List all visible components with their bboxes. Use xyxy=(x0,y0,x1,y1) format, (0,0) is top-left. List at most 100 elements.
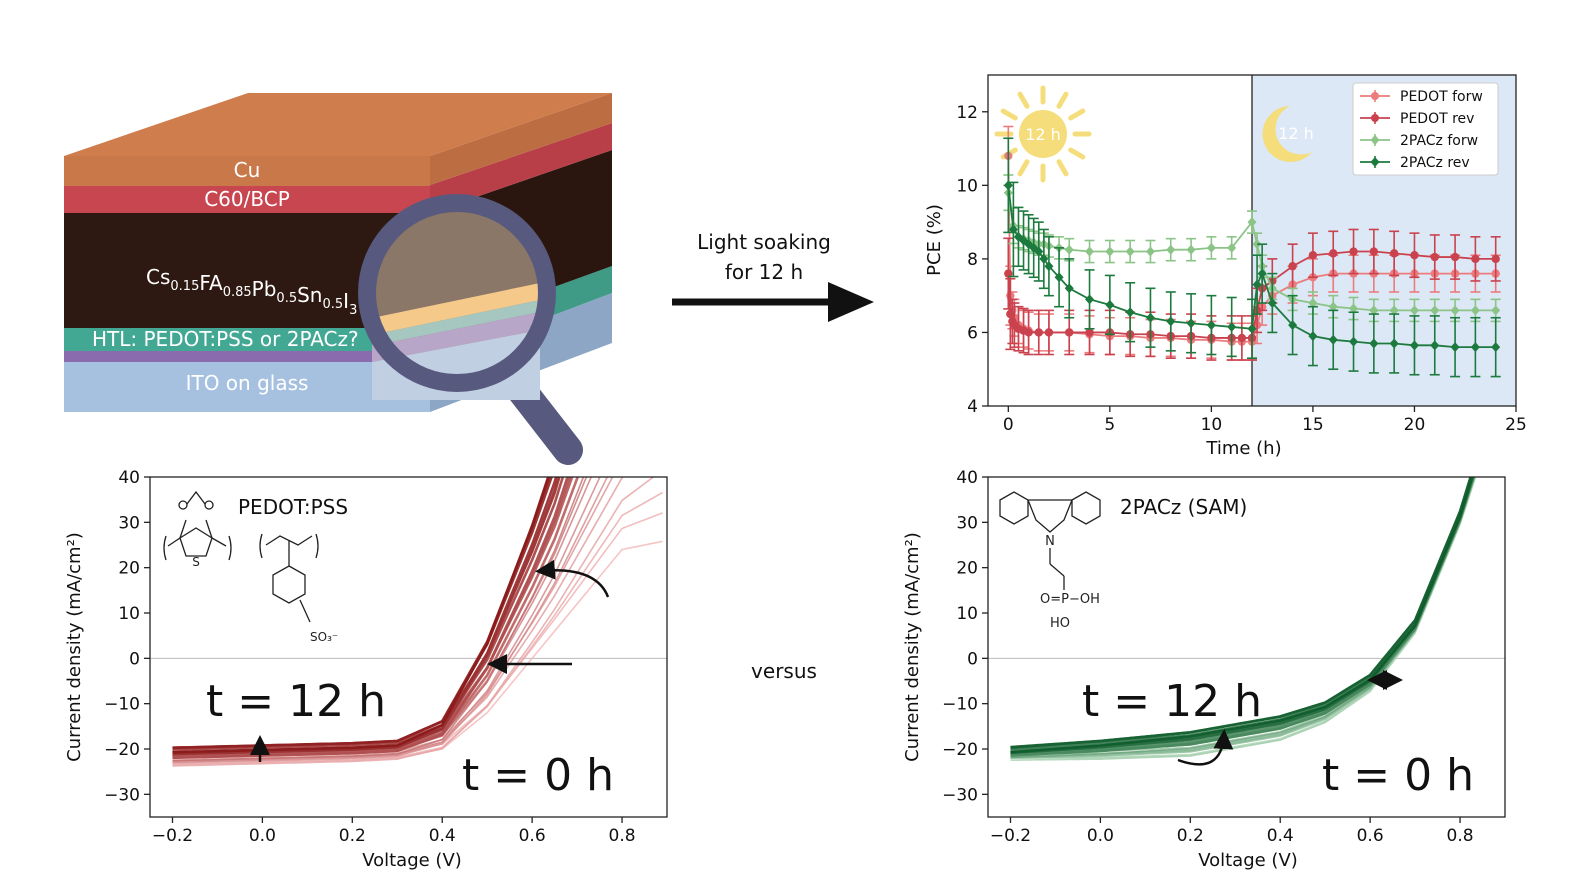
pce-point xyxy=(1206,242,1216,253)
legend-label: 2PACz forw xyxy=(1400,133,1478,149)
moon-label: 12 h xyxy=(1278,124,1314,143)
jvr-jv-curve xyxy=(1010,477,1474,754)
pce-point xyxy=(1409,305,1419,316)
pce-point xyxy=(1024,328,1033,337)
jvl-ytick-label: 30 xyxy=(118,513,140,533)
pce-point xyxy=(1166,316,1176,327)
jvr-jv-curve xyxy=(1010,477,1477,761)
jvl-jv-curve xyxy=(172,477,601,763)
pce-point xyxy=(1145,246,1155,257)
pce-point xyxy=(1252,279,1262,290)
pce-xtick-label: 5 xyxy=(1104,415,1115,435)
pce-point xyxy=(1389,305,1399,316)
pce-point xyxy=(1186,318,1196,329)
pce-point xyxy=(1470,342,1480,353)
jvl-jv-curve xyxy=(172,477,569,760)
curved-arrow-icon xyxy=(1177,729,1234,766)
pce-point xyxy=(1369,305,1379,316)
sun-icon xyxy=(994,85,1092,183)
jv-right-t12: t = 12 h xyxy=(1082,676,1262,727)
pce-point xyxy=(1085,328,1094,337)
device-stack: Cu C60/BCP Cs0.15FA0.85Pb0.5Sn0.5I3 HTL:… xyxy=(64,93,612,465)
pce-point xyxy=(1471,254,1480,264)
jvl-ytick-label: −10 xyxy=(104,695,140,715)
sun-ray xyxy=(1017,159,1030,177)
sun-label: 12 h xyxy=(1025,125,1061,144)
pce-series-3 xyxy=(1003,137,1501,378)
pce-point xyxy=(1288,320,1298,331)
pce-point xyxy=(1450,252,1460,262)
pce-point xyxy=(1349,247,1358,256)
pce-point xyxy=(1308,251,1318,260)
pce-ytick-label: 12 xyxy=(956,103,978,123)
jvl-xtick-label: 0.6 xyxy=(519,826,546,846)
2pacz-p-label: O=P−OH xyxy=(1040,592,1100,607)
sun-ray xyxy=(1000,108,1018,121)
jvl-jv-curve xyxy=(172,491,663,766)
pce-point xyxy=(1267,298,1277,309)
jv-chart-2pacz: −0.2 0.0 0.2 0.4 0.6 0.8 −30 −20 −10 0 10 20 30 40 N … xyxy=(902,468,1506,871)
jvr-xtick-label: 0.4 xyxy=(1267,826,1294,846)
pce-xlabel: Time (h) xyxy=(1205,438,1281,459)
jv-right-xlabel: Voltage (V) xyxy=(1198,850,1298,871)
legend-marker xyxy=(1371,114,1379,122)
pce-point xyxy=(1409,340,1419,351)
pce-point xyxy=(1308,298,1318,309)
pce-point xyxy=(1008,224,1018,235)
pce-point xyxy=(1166,244,1176,255)
jv-right-t0: t = 0 h xyxy=(1322,750,1474,801)
pce-point xyxy=(1328,301,1338,312)
sun-ray xyxy=(1068,147,1086,160)
pce-point xyxy=(1491,305,1501,316)
magnifier-icon xyxy=(358,194,583,465)
pce-point xyxy=(1430,252,1439,262)
pce-point xyxy=(1369,338,1379,349)
pce-point xyxy=(1105,246,1115,257)
arrow-label-line1: Light soaking xyxy=(697,230,831,254)
jvl-xtick-label: 0.8 xyxy=(609,826,636,846)
jv-chart-pedot: −0.2 0.0 0.2 0.4 0.6 0.8 −30 −20 −10 0 10 20 30 40 S … xyxy=(64,468,668,871)
jvl-jv-curve xyxy=(172,477,655,767)
jvl-ytick-label: 20 xyxy=(118,559,140,579)
pce-ytick-label: 10 xyxy=(956,176,978,196)
jvr-xtick-label: 0.2 xyxy=(1177,826,1204,846)
pce-point xyxy=(1389,338,1399,349)
pce-point xyxy=(1039,253,1049,264)
pce-point xyxy=(1044,261,1054,272)
pce-xtick-label: 15 xyxy=(1302,415,1324,435)
pce-point xyxy=(1105,299,1115,310)
layer-htl-purple xyxy=(64,350,430,362)
label-htl: HTL: PEDOT:PSS or 2PACz? xyxy=(92,327,359,351)
pce-point xyxy=(1085,294,1095,305)
label-perovskite: Cs0.15FA0.85Pb0.5Sn0.5I3 xyxy=(146,265,357,318)
pce-legend: PEDOT forw PEDOT rev 2PACz forw 2PACz rev xyxy=(1352,82,1499,176)
jvl-ytick-label: 40 xyxy=(118,468,140,488)
pce-ylabel: PCE (%) xyxy=(924,204,945,276)
cu-side xyxy=(430,93,612,185)
legend-box xyxy=(1352,82,1499,176)
sun-ray xyxy=(1056,159,1069,177)
jv-left-title: PEDOT:PSS xyxy=(238,495,348,519)
pce-point xyxy=(1450,305,1460,316)
jvl-xtick-label: 0.2 xyxy=(339,826,366,846)
pedot-structure-icon: S SO₃⁻ xyxy=(163,490,338,644)
label-c60: C60/BCP xyxy=(204,187,290,211)
jvl-ytick-label: −30 xyxy=(104,785,140,805)
jvr-ytick-label: −10 xyxy=(942,695,978,715)
pce-point xyxy=(1064,283,1074,294)
pce-point xyxy=(1349,336,1359,347)
pce-point xyxy=(1430,340,1440,351)
pce-point xyxy=(1064,244,1074,255)
jvr-xtick-label: 0.0 xyxy=(1087,826,1114,846)
pce-point xyxy=(1252,239,1262,250)
jv-right-title: 2PACz (SAM) xyxy=(1120,495,1247,519)
pce-point xyxy=(1085,246,1095,257)
jvl-jv-curve xyxy=(172,477,585,762)
pce-point xyxy=(1227,242,1237,253)
legend-label: PEDOT forw xyxy=(1400,89,1483,105)
legend-marker xyxy=(1371,92,1379,100)
pce-point xyxy=(1491,254,1500,264)
pce-point xyxy=(1247,323,1257,334)
